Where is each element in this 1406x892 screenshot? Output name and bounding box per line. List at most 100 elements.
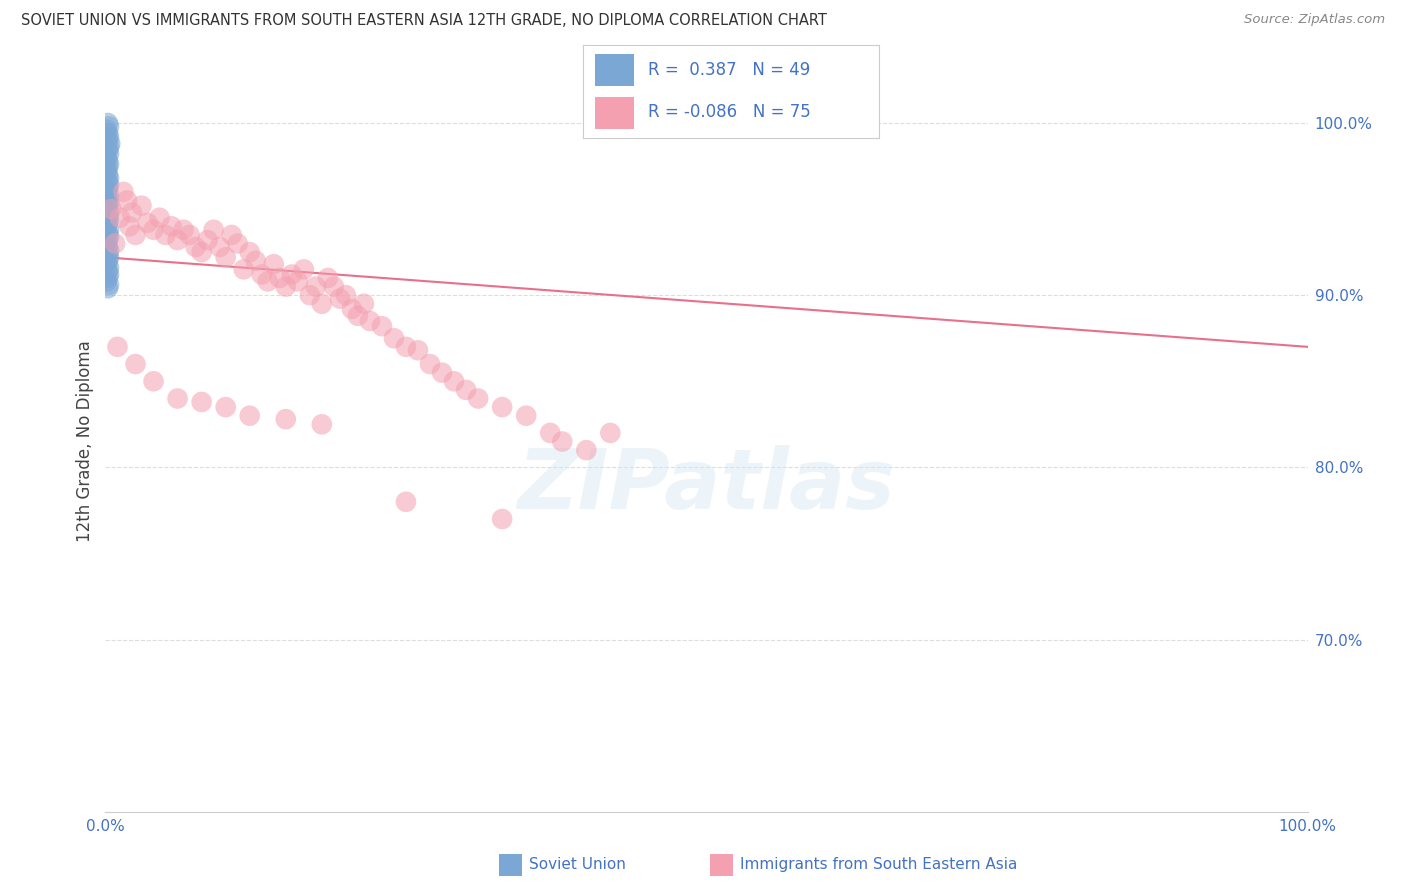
Text: Immigrants from South Eastern Asia: Immigrants from South Eastern Asia: [740, 857, 1017, 871]
Point: [96, 257, 118, 271]
Point: [395, 340, 418, 354]
Point: [491, 512, 513, 526]
Point: [98, 120, 121, 134]
Point: [184, 240, 207, 254]
Point: [353, 297, 375, 311]
Point: [322, 279, 344, 293]
Point: [274, 279, 297, 293]
Point: [515, 409, 537, 423]
Point: [768, 116, 790, 130]
Text: ZIPatlas: ZIPatlas: [517, 445, 896, 526]
Point: [305, 279, 328, 293]
Point: [98, 195, 121, 210]
Point: [221, 227, 243, 242]
Point: [98, 171, 121, 186]
Point: [142, 223, 165, 237]
Point: [551, 434, 574, 449]
Point: [98, 260, 121, 275]
Point: [599, 425, 621, 440]
Point: [97, 199, 120, 213]
Point: [190, 395, 212, 409]
Point: [97, 226, 120, 240]
Y-axis label: 12th Grade, No Diploma: 12th Grade, No Diploma: [76, 341, 94, 542]
Point: [115, 194, 138, 208]
Point: [108, 211, 131, 225]
Point: [97, 175, 120, 189]
Point: [97, 233, 120, 247]
Point: [142, 374, 165, 388]
Point: [97, 209, 120, 223]
Point: [274, 412, 297, 426]
Point: [97, 264, 120, 278]
Point: [239, 245, 262, 260]
Point: [202, 223, 225, 237]
Point: [98, 136, 121, 151]
Point: [97, 281, 120, 295]
Point: [160, 219, 183, 234]
Text: R =  0.387   N = 49: R = 0.387 N = 49: [648, 62, 811, 79]
Point: [335, 288, 357, 302]
Point: [298, 288, 321, 302]
Point: [311, 297, 333, 311]
Point: [124, 357, 146, 371]
Point: [316, 271, 339, 285]
Point: [256, 274, 278, 288]
Point: [98, 277, 121, 292]
Point: [98, 250, 121, 264]
Point: [148, 211, 170, 225]
Text: Source: ZipAtlas.com: Source: ZipAtlas.com: [1244, 13, 1385, 27]
Point: [166, 392, 188, 406]
Point: [269, 271, 291, 285]
Text: SOVIET UNION VS IMMIGRANTS FROM SOUTH EASTERN ASIA 12TH GRADE, NO DIPLOMA CORREL: SOVIET UNION VS IMMIGRANTS FROM SOUTH EA…: [21, 13, 827, 29]
Point: [166, 233, 188, 247]
Point: [281, 268, 304, 282]
Point: [136, 216, 159, 230]
Point: [155, 227, 177, 242]
Point: [232, 262, 254, 277]
Point: [96, 202, 118, 216]
Point: [744, 116, 766, 130]
Text: Soviet Union: Soviet Union: [529, 857, 626, 871]
Point: [98, 223, 121, 237]
Point: [98, 229, 121, 244]
Point: [96, 274, 118, 288]
Point: [98, 157, 121, 171]
Point: [98, 244, 121, 258]
Point: [329, 292, 352, 306]
Point: [97, 216, 120, 230]
Point: [97, 144, 120, 158]
Point: [97, 181, 120, 195]
Point: [467, 392, 489, 406]
Point: [406, 343, 429, 358]
Point: [226, 236, 249, 251]
Point: [131, 199, 153, 213]
Point: [98, 205, 121, 219]
Point: [97, 192, 120, 206]
Point: [214, 400, 236, 414]
Point: [118, 219, 141, 234]
Point: [97, 161, 120, 175]
Point: [250, 268, 273, 282]
Point: [443, 374, 465, 388]
Point: [96, 236, 118, 251]
Point: [190, 245, 212, 260]
Point: [419, 357, 441, 371]
Point: [454, 383, 477, 397]
Point: [575, 443, 598, 458]
Point: [96, 123, 118, 137]
Point: [98, 129, 121, 144]
Point: [107, 340, 129, 354]
Point: [538, 425, 561, 440]
Point: [371, 319, 394, 334]
Point: [173, 223, 195, 237]
FancyBboxPatch shape: [595, 97, 634, 129]
Point: [97, 168, 120, 182]
Point: [96, 151, 118, 165]
Point: [179, 227, 201, 242]
Point: [430, 366, 453, 380]
Point: [292, 262, 315, 277]
Point: [245, 253, 267, 268]
Point: [98, 212, 121, 227]
Point: [347, 309, 370, 323]
Point: [98, 178, 121, 192]
